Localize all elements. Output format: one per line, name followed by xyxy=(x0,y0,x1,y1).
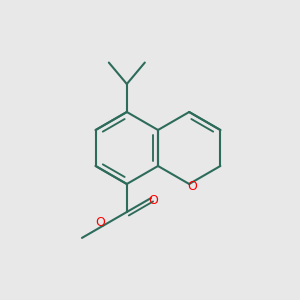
Text: O: O xyxy=(187,179,197,193)
Text: O: O xyxy=(96,217,106,230)
Text: O: O xyxy=(148,194,158,208)
